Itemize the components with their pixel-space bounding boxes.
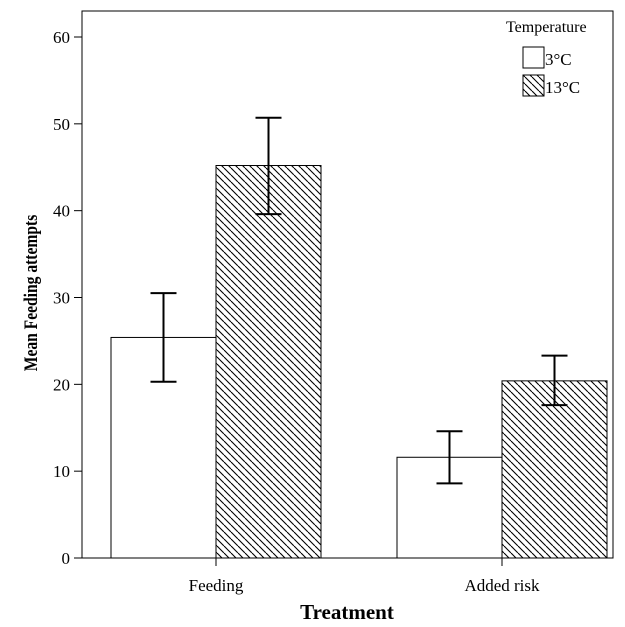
y-tick-label: 0 — [62, 549, 71, 568]
error-bar — [541, 354, 568, 407]
plot-frame — [81, 10, 614, 559]
legend-label-13c: 13°C — [545, 78, 580, 97]
y-tick-label: 40 — [53, 202, 70, 221]
legend-title: Temperature — [506, 19, 587, 36]
x-tick-label: Added risk — [464, 576, 540, 595]
plot-area — [81, 10, 614, 559]
y-tick-label: 20 — [53, 375, 70, 394]
bar-13c-added-risk — [501, 380, 608, 559]
error-bar — [436, 430, 463, 485]
legend-item-13c: 13°C — [522, 74, 580, 97]
legend: Temperature 3°C 13°C — [506, 19, 587, 97]
y-axis: 0 10 20 30 40 50 60 — [53, 28, 82, 568]
y-axis-title: Mean Feeding attempts — [21, 215, 42, 372]
legend-item-3c: 3°C — [522, 46, 572, 69]
y-tick-label: 50 — [53, 115, 70, 134]
legend-swatch-13c — [522, 74, 545, 97]
x-axis: Feeding Added risk — [189, 558, 540, 595]
y-tick-label: 60 — [53, 28, 70, 47]
x-tick-label: Feeding — [189, 576, 244, 595]
y-tick-label: 30 — [53, 289, 70, 308]
y-tick-label: 10 — [53, 462, 70, 481]
legend-swatch-3c — [522, 46, 545, 69]
error-bar — [150, 292, 177, 383]
error-bar — [255, 116, 282, 216]
legend-label-3c: 3°C — [545, 50, 572, 69]
x-axis-title: Treatment — [300, 600, 394, 624]
bar-13c-feeding — [215, 165, 322, 559]
